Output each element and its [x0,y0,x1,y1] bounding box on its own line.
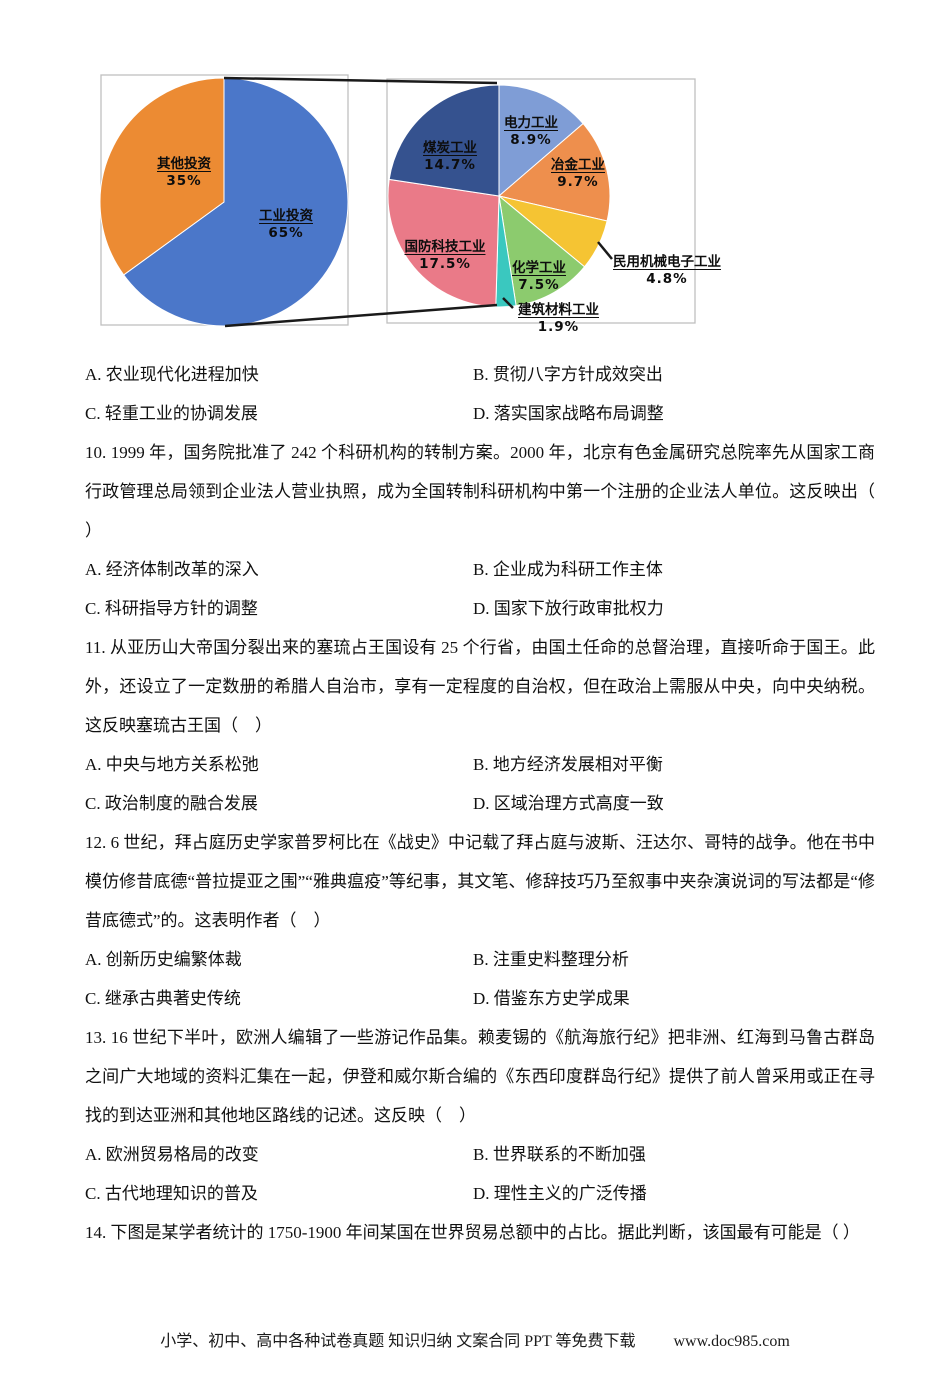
slice-coal [388,84,500,197]
slice-metallurgy [497,122,611,222]
q10-option-b: B. 企业成为科研工作主体 [473,560,663,579]
investment-pie-figure: 其他投资 35% 工业投资 65% 电力工业 8.9% 煤炭工业 14.7% 冶… [0,55,950,355]
q11-options: A. 中央与地方关系松弛 B. 地方经济发展相对平衡 C. 政治制度的融合发展 … [85,745,875,823]
footer-text: 小学、初中、高中各种试卷真题 知识归纳 文案合同 PPT 等免费下载 [160,1333,636,1350]
q13-option-b: B. 世界联系的不断加强 [473,1145,646,1164]
pie-label-electric-power: 电力工业 8.9% [504,115,558,148]
leader-line-building-materials [502,297,514,309]
q9-option-d: D. 落实国家战略布局调整 [473,404,664,423]
q9-option-c: C. 轻重工业的协调发展 [85,404,258,423]
question-13-stem: 13. 16 世纪下半叶，欧洲人编辑了一些游记作品集。赖麦锡的《航海旅行纪》把非… [85,1028,875,1125]
slice-industry-investment [123,77,349,327]
pie-chart-svg [99,74,696,328]
q11-option-a: A. 中央与地方关系松弛 [85,755,259,774]
pie-label-building-materials: 建筑材料工业 1.9% [518,302,599,335]
slice-chemical [498,194,586,307]
question-10-stem: 10. 1999 年，国务院批准了 242 个科研机构的转制方案。2000 年，… [85,443,875,540]
connector-line-top [223,76,498,85]
pie-label-coal: 煤炭工业 14.7% [423,140,477,173]
q9-option-b: B. 贯彻八字方针成效突出 [473,365,663,384]
q12-option-b: B. 注重史料整理分析 [473,950,629,969]
detail-pie-frame [386,78,696,324]
footer-url: www.doc985.com [673,1333,790,1350]
question-14-stem: 14. 下图是某学者统计的 1750-1900 年间某国在世界贸易总额中的占比。… [85,1223,860,1242]
pie-label-defense-science-tech: 国防科技工业 17.5% [404,239,486,272]
question-11-stem: 11. 从亚历山大帝国分裂出来的塞琉占王国设有 25 个行省，由国土任命的总督治… [85,638,875,735]
slice-defense-science-tech [387,178,500,308]
pie-label-metallurgy: 冶金工业 9.7% [551,157,605,190]
pie-label-chemical: 化学工业 7.5% [512,260,566,293]
connector-line-bottom [224,303,498,328]
q13-options: A. 欧洲贸易格局的改变 B. 世界联系的不断加强 C. 古代地理知识的普及 D… [85,1135,875,1213]
q13-option-c: C. 古代地理知识的普及 [85,1184,258,1203]
q10-options: A. 经济体制改革的深入 B. 企业成为科研工作主体 C. 科研指导方针的调整 … [85,550,875,628]
q12-options: A. 创新历史编繁体裁 B. 注重史料整理分析 C. 继承古典著史传统 D. 借… [85,940,875,1018]
pie-label-industry-investment: 工业投资 65% [259,208,313,241]
slice-electric-power [498,84,584,198]
slice-other-investment [99,77,225,276]
q13-option-a: A. 欧洲贸易格局的改变 [85,1145,259,1164]
q11-option-c: C. 政治制度的融合发展 [85,794,258,813]
q9-option-a: A. 农业现代化进程加快 [85,365,259,384]
q10-option-d: D. 国家下放行政审批权力 [473,599,664,618]
exam-page: 其他投资 35% 工业投资 65% 电力工业 8.9% 煤炭工业 14.7% 冶… [0,55,950,1361]
q11-option-d: D. 区域治理方式高度一致 [473,794,664,813]
q11-option-b: B. 地方经济发展相对平衡 [473,755,663,774]
question-area: A. 农业现代化进程加快 B. 贯彻八字方针成效突出 C. 轻重工业的协调发展 … [85,355,875,1252]
q12-option-d: D. 借鉴东方史学成果 [473,989,630,1008]
pie-label-other-investment: 其他投资 35% [157,156,211,189]
question-12-stem: 12. 6 世纪，拜占庭历史学家普罗柯比在《战史》中记载了拜占庭与波斯、汪达尔、… [85,833,875,930]
q9-options: A. 农业现代化进程加快 B. 贯彻八字方针成效突出 C. 轻重工业的协调发展 … [85,355,875,433]
pie-label-civil-machinery-electronics: 民用机械电子工业 4.8% [613,254,721,287]
q13-option-d: D. 理性主义的广泛传播 [473,1184,647,1203]
q12-option-c: C. 继承古典著史传统 [85,989,241,1008]
q12-option-a: A. 创新历史编繁体裁 [85,950,242,969]
q10-option-c: C. 科研指导方针的调整 [85,599,258,618]
q10-option-a: A. 经济体制改革的深入 [85,560,259,579]
leader-line-civil-machinery [597,241,613,260]
page-footer: 小学、初中、高中各种试卷真题 知识归纳 文案合同 PPT 等免费下载 www.do… [0,1322,950,1361]
